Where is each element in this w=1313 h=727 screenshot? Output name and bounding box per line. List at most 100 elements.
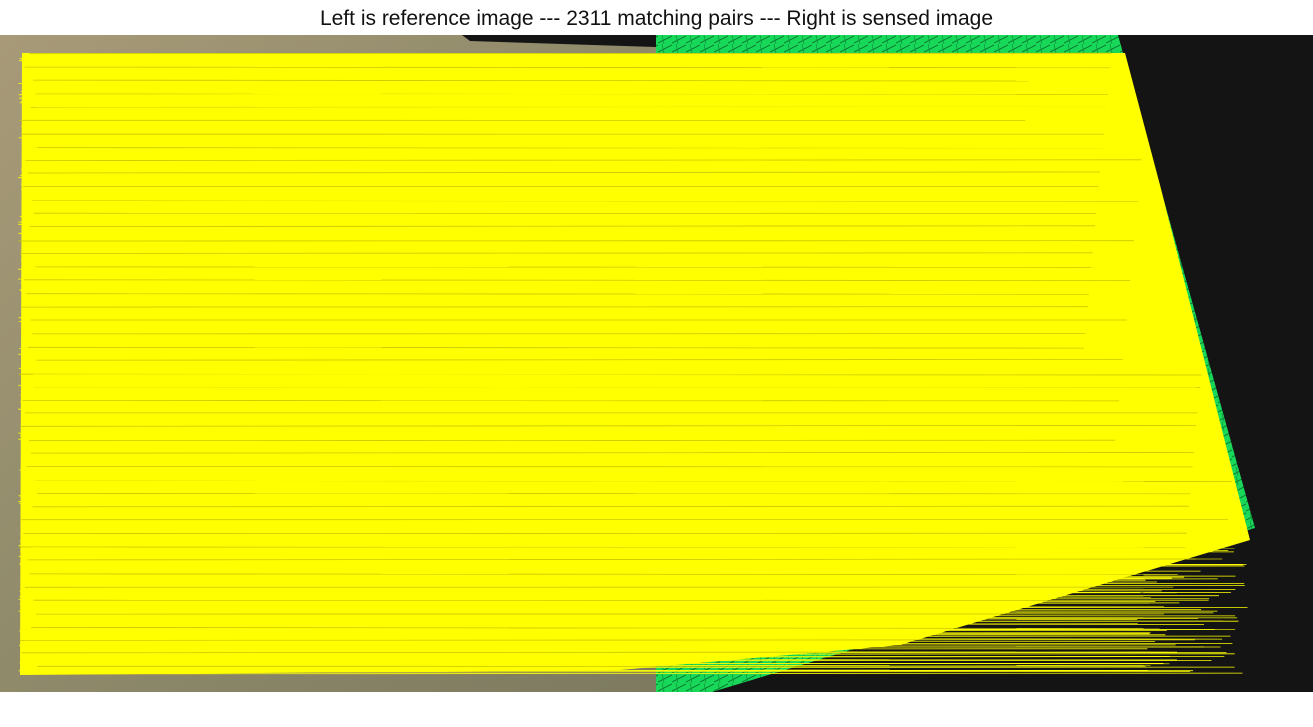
- match-line: [33, 396, 1195, 399]
- match-line: [29, 225, 1096, 228]
- match-line: [25, 182, 1122, 185]
- match-line: [19, 590, 1141, 593]
- match-line: [19, 347, 1187, 350]
- match-line: [22, 271, 1084, 273]
- match-line: [29, 386, 1197, 389]
- match-line: [24, 279, 1131, 282]
- match-line: [23, 398, 1106, 400]
- match-line: [28, 465, 1185, 467]
- match-line: [26, 620, 1224, 623]
- match-line: [22, 446, 1210, 448]
- match-line: [20, 252, 1093, 254]
- match-lines: [17, 52, 1250, 675]
- match-line: [22, 389, 1097, 391]
- match-line: [24, 589, 1162, 592]
- match-line: [26, 60, 1013, 63]
- match-line: [34, 497, 1226, 500]
- match-line: [31, 627, 1160, 629]
- match-line: [28, 54, 1117, 57]
- match-line: [23, 283, 1113, 286]
- match-line: [32, 672, 1243, 675]
- match-line: [21, 434, 1136, 436]
- match-line: [19, 630, 1167, 632]
- match-line: [20, 435, 1165, 437]
- match-line: [18, 221, 1078, 224]
- match-line: [33, 79, 1029, 82]
- match-line: [25, 121, 1053, 124]
- match-line: [33, 233, 1101, 236]
- match-line: [23, 244, 1076, 246]
- match-line: [32, 303, 1105, 305]
- match-line: [21, 461, 1224, 464]
- match-line: [20, 325, 1191, 327]
- match-line: [27, 383, 1165, 386]
- match-line: [33, 628, 1236, 630]
- match-line: [35, 235, 1144, 238]
- match-line: [19, 101, 1090, 104]
- match-line: [26, 552, 1204, 555]
- match-line: [32, 409, 1144, 412]
- match-line: [18, 384, 1139, 387]
- match-line: [25, 220, 1067, 222]
- match-line: [25, 111, 1075, 113]
- match-line: [27, 346, 1085, 349]
- match-line: [24, 164, 1124, 166]
- matching-figure: [0, 35, 1313, 692]
- match-line: [27, 199, 1072, 202]
- match-line: [24, 364, 1120, 366]
- match-line: [27, 171, 1101, 174]
- match-line: [24, 66, 1111, 69]
- match-line: [27, 475, 1133, 478]
- match-line: [28, 439, 1116, 442]
- match-line: [23, 343, 1116, 346]
- match-line: [31, 339, 1135, 342]
- match-line: [28, 308, 1178, 310]
- match-line: [21, 430, 1125, 433]
- match-line: [21, 315, 1177, 318]
- match-line: [18, 223, 1166, 225]
- match-line: [37, 118, 1066, 120]
- match-line: [23, 616, 1238, 619]
- match-line: [28, 509, 1166, 511]
- match-line: [33, 581, 1157, 584]
- match-line: [36, 336, 1081, 339]
- match-line: [19, 563, 1247, 565]
- match-line: [27, 197, 1112, 199]
- match-line: [26, 489, 1204, 492]
- match-line: [19, 639, 1195, 641]
- match-line: [34, 355, 1133, 358]
- match-line: [35, 106, 1129, 109]
- match-line: [34, 456, 1190, 459]
- match-line: [31, 521, 1149, 523]
- match-line: [36, 358, 1123, 361]
- match-line: [36, 611, 1214, 614]
- match-line: [35, 286, 1158, 289]
- match-line: [32, 578, 1218, 581]
- match-line: [28, 518, 1175, 520]
- match-line: [30, 437, 1164, 439]
- match-line: [26, 103, 1137, 105]
- match-line: [28, 592, 1177, 594]
- match-line: [23, 473, 1119, 476]
- match-line: [32, 265, 1070, 267]
- match-line: [36, 314, 1187, 316]
- match-line: [32, 140, 1046, 143]
- match-line: [24, 179, 1084, 181]
- match-line: [32, 617, 1199, 619]
- match-line: [20, 525, 1199, 527]
- match-line: [30, 633, 1150, 635]
- match-line: [28, 338, 1167, 340]
- match-line: [20, 281, 1169, 284]
- match-line: [33, 208, 1053, 211]
- match-line: [22, 194, 1068, 197]
- match-line: [21, 471, 1212, 473]
- match-line: [33, 637, 1223, 640]
- match-line: [22, 77, 1043, 79]
- match-line: [23, 588, 1236, 590]
- match-line: [21, 570, 1201, 573]
- match-line: [26, 575, 1236, 577]
- match-line: [36, 618, 1138, 620]
- match-line: [36, 418, 1146, 421]
- match-line: [19, 288, 1086, 291]
- match-line: [20, 427, 1206, 430]
